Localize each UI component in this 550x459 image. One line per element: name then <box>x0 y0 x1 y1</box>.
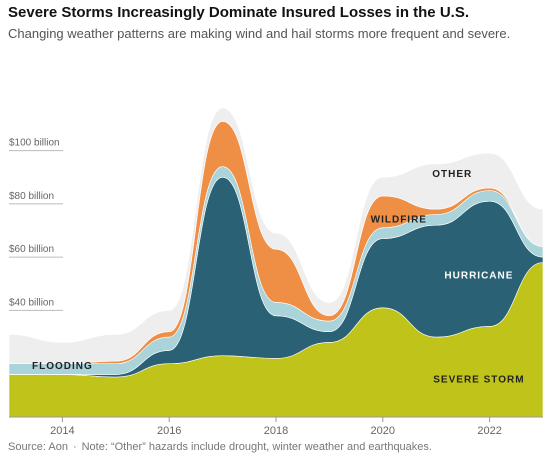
x-tick-label: 2020 <box>371 425 395 437</box>
series-labels: FLOODING WILDFIRE OTHER HURRICANE SEVERE STO… <box>32 169 524 385</box>
y-tick-label: $80 billion <box>9 191 54 202</box>
y-tick-label: $40 billion <box>9 297 54 308</box>
label-flooding: FLOODING <box>32 361 93 372</box>
x-tick-label: 2022 <box>477 425 501 437</box>
x-tick-label: 2014 <box>50 425 74 437</box>
source-text: Source: Aon <box>8 441 68 453</box>
area-layers <box>8 107 544 418</box>
source-note: Source: Aon · Note: “Other” hazards includ… <box>8 441 432 453</box>
y-tick-label: $60 billion <box>9 244 54 255</box>
label-severe-storm: SEVERE STORM <box>433 374 524 385</box>
separator-dot: · <box>72 441 77 453</box>
label-wildfire: WILDFIRE <box>371 215 427 226</box>
x-axis: 2014 2016 2018 2020 2022 <box>9 416 543 437</box>
chart-title: Severe Storms Increasingly Dominate Insu… <box>8 4 469 21</box>
chart-subtitle: Changing weather patterns are making win… <box>8 26 511 41</box>
x-tick-label: 2016 <box>157 425 181 437</box>
note-text: Note: “Other” hazards include drought, w… <box>81 441 432 453</box>
area-other <box>8 107 544 365</box>
y-tick-label: $100 billion <box>9 138 60 149</box>
label-other: OTHER <box>432 169 472 180</box>
x-tick-label: 2018 <box>264 425 288 437</box>
y-axis: $40 billion $60 billion $80 billion $100 bi… <box>9 138 63 311</box>
label-hurricane: HURRICANE <box>444 270 513 281</box>
